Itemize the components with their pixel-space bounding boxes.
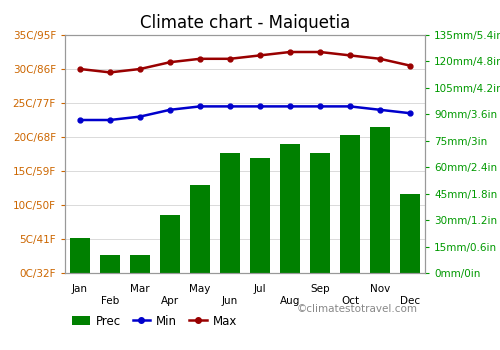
Bar <box>190 185 210 273</box>
Bar <box>370 127 390 273</box>
Bar <box>70 238 90 273</box>
Text: Jan: Jan <box>72 284 88 294</box>
Text: Oct: Oct <box>341 296 359 306</box>
Text: Feb: Feb <box>101 296 119 306</box>
Text: Nov: Nov <box>370 284 390 294</box>
Text: Apr: Apr <box>161 296 179 306</box>
Bar <box>310 153 330 273</box>
Bar <box>340 135 360 273</box>
Bar <box>220 153 240 273</box>
Bar <box>160 215 180 273</box>
Text: ©climatestotravel.com: ©climatestotravel.com <box>297 304 418 314</box>
Text: Dec: Dec <box>400 296 420 306</box>
Legend: Prec, Min, Max: Prec, Min, Max <box>68 310 242 332</box>
Text: Mar: Mar <box>130 284 150 294</box>
Bar <box>280 144 300 273</box>
Text: Jul: Jul <box>254 284 266 294</box>
Bar <box>130 256 150 273</box>
Bar <box>100 256 120 273</box>
Title: Climate chart - Maiquetia: Climate chart - Maiquetia <box>140 14 350 32</box>
Text: Sep: Sep <box>310 284 330 294</box>
Bar <box>400 194 420 273</box>
Text: Aug: Aug <box>280 296 300 306</box>
Text: May: May <box>190 284 210 294</box>
Text: Jun: Jun <box>222 296 238 306</box>
Bar <box>250 159 270 273</box>
